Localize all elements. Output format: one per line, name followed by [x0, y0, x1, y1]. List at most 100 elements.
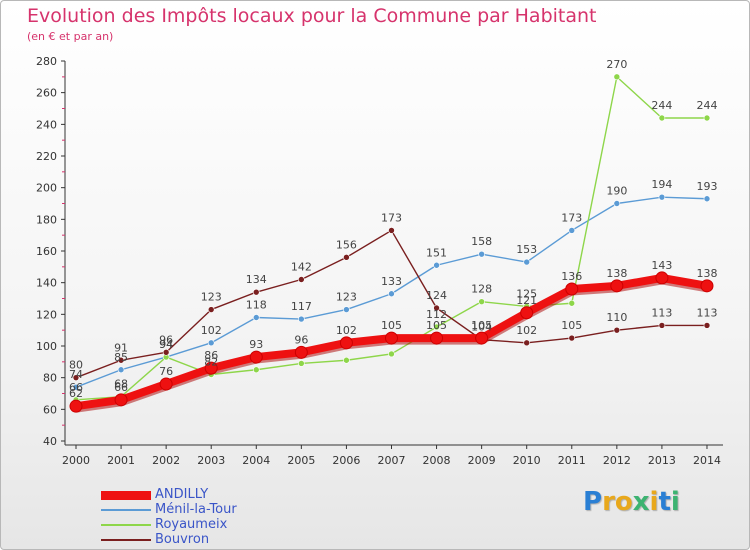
data-label-bouvron: 142 [291, 261, 312, 274]
data-label-andilly: 105 [381, 319, 402, 332]
legend-swatch-royaumeix [101, 524, 151, 526]
data-label-bouvron: 123 [201, 291, 222, 304]
x-tick-label: 2000 [62, 454, 90, 467]
data-point-andilly [294, 345, 308, 359]
y-tick-label: 40 [43, 435, 57, 448]
x-tick-label: 2005 [287, 454, 315, 467]
data-label-andilly: 86 [204, 349, 218, 362]
x-tick-label: 2003 [197, 454, 225, 467]
x-tick-label: 2009 [468, 454, 496, 467]
chart-subtitle: (en € et par an) [27, 30, 114, 43]
data-point-m-nil-la-tour [252, 314, 260, 321]
data-point-bouvron [252, 288, 260, 296]
data-point-royaumeix [478, 298, 485, 305]
data-label-m-nil-la-tour: 94 [159, 338, 173, 351]
data-label-m-nil-la-tour: 173 [561, 211, 582, 224]
y-tick-label: 280 [36, 55, 57, 68]
data-point-m-nil-la-tour [658, 193, 666, 201]
data-point-m-nil-la-tour [207, 339, 215, 347]
data-label-bouvron: 173 [381, 211, 402, 224]
logo-letter: x [632, 487, 650, 517]
data-point-royaumeix [703, 114, 711, 122]
data-point-m-nil-la-tour [343, 306, 350, 313]
data-label-andilly: 105 [426, 319, 447, 332]
data-label-royaumeix: 125 [516, 287, 537, 300]
data-point-bouvron [433, 304, 440, 312]
data-point-bouvron [72, 374, 80, 381]
data-point-royaumeix [613, 73, 621, 81]
data-label-m-nil-la-tour: 85 [114, 351, 128, 364]
data-point-andilly [249, 350, 263, 364]
data-point-bouvron [162, 349, 170, 356]
data-label-andilly: 93 [249, 338, 263, 351]
data-point-bouvron [613, 326, 621, 334]
logo-letter: P [583, 487, 603, 517]
logo-letter: i [649, 487, 659, 517]
data-label-bouvron: 80 [69, 359, 83, 372]
data-label-andilly: 76 [159, 365, 173, 378]
data-point-m-nil-la-tour [478, 250, 485, 258]
data-point-m-nil-la-tour [568, 227, 576, 234]
legend-label-royaumeix: Royaumeix [155, 517, 228, 532]
y-tick-label: 240 [36, 118, 57, 131]
data-label-m-nil-la-tour: 190 [606, 185, 627, 198]
data-point-m-nil-la-tour [388, 290, 395, 298]
data-point-bouvron [703, 322, 711, 329]
data-label-royaumeix: 128 [471, 283, 492, 296]
data-point-m-nil-la-tour [72, 383, 80, 391]
data-label-m-nil-la-tour: 117 [291, 300, 312, 313]
legend-swatch-bouvron [101, 539, 151, 541]
y-tick-label: 260 [36, 87, 57, 100]
data-label-bouvron: 104 [471, 321, 492, 334]
data-label-bouvron: 124 [426, 289, 447, 302]
data-label-bouvron: 113 [651, 306, 672, 319]
y-tick-label: 60 [43, 403, 57, 416]
data-label-m-nil-la-tour: 133 [381, 275, 402, 288]
data-point-royaumeix [343, 356, 350, 364]
x-tick-label: 2004 [242, 454, 270, 467]
data-point-royaumeix [252, 366, 260, 374]
data-point-m-nil-la-tour [298, 315, 305, 323]
data-point-bouvron [523, 339, 531, 347]
data-point-bouvron [658, 322, 666, 329]
data-point-andilly [430, 331, 444, 345]
data-label-andilly: 136 [561, 270, 582, 283]
data-point-andilly [655, 271, 669, 285]
data-label-bouvron: 113 [696, 306, 717, 319]
data-point-m-nil-la-tour [613, 200, 621, 207]
legend-label-andilly: ANDILLY [155, 487, 209, 502]
data-label-andilly: 138 [606, 267, 627, 280]
data-label-royaumeix: 82 [204, 356, 218, 369]
legend-swatch-andilly [101, 491, 151, 500]
data-point-andilly [384, 331, 398, 345]
data-point-andilly [610, 279, 624, 293]
data-label-andilly: 143 [651, 259, 672, 272]
data-point-andilly [204, 361, 218, 375]
proxiti-logo: Proxiti [583, 487, 680, 517]
y-tick-label: 80 [43, 372, 57, 385]
x-tick-label: 2006 [332, 454, 360, 467]
data-point-royaumeix [433, 323, 440, 331]
x-tick-label: 2014 [693, 454, 721, 467]
data-point-andilly [520, 306, 534, 320]
legend-swatch-menil-la-tour [101, 509, 151, 511]
data-point-bouvron [207, 306, 215, 313]
data-point-bouvron [568, 334, 576, 342]
data-label-m-nil-la-tour: 74 [69, 368, 83, 381]
x-tick-label: 2011 [558, 454, 586, 467]
data-point-andilly [339, 336, 353, 350]
data-point-andilly [475, 331, 489, 345]
data-point-andilly [565, 282, 579, 296]
legend-label-menil-la-tour: Ménil-la-Tour [155, 502, 237, 517]
data-label-m-nil-la-tour: 123 [336, 291, 357, 304]
y-tick-label: 180 [36, 213, 57, 226]
data-label-andilly: 62 [69, 387, 83, 400]
data-point-andilly [700, 279, 714, 293]
y-tick-label: 100 [36, 340, 57, 353]
y-tick-label: 140 [36, 277, 57, 290]
data-point-andilly [114, 393, 128, 407]
x-tick-label: 2008 [423, 454, 451, 467]
data-label-andilly: 102 [336, 324, 357, 337]
data-label-royaumeix: 66 [69, 381, 83, 394]
